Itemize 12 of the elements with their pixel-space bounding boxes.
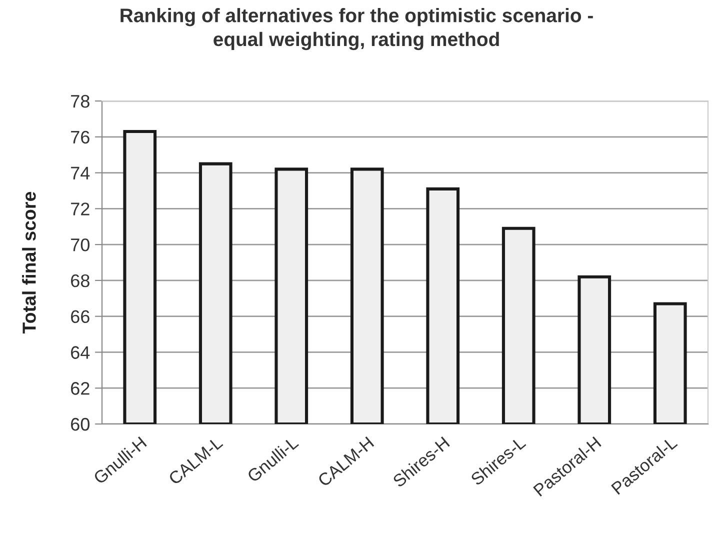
y-tick-label: 66 [71,310,90,324]
y-tick-label: 60 [71,418,90,431]
y-axis-title: Total final score [22,192,36,334]
y-tick-label: 72 [71,202,90,216]
y-tick-label: 74 [71,166,90,180]
y-tick-label: 64 [71,346,90,359]
y-tick-label: 78 [71,94,90,108]
y-tick-label: 68 [71,274,90,288]
y-tick-label: 76 [71,130,90,144]
y-tick-label: 62 [71,382,90,395]
chart-title: Ranking of alternatives for the optimistic scenario - equal weighting, rating method [120,8,593,50]
y-tick-label: 70 [71,238,90,252]
